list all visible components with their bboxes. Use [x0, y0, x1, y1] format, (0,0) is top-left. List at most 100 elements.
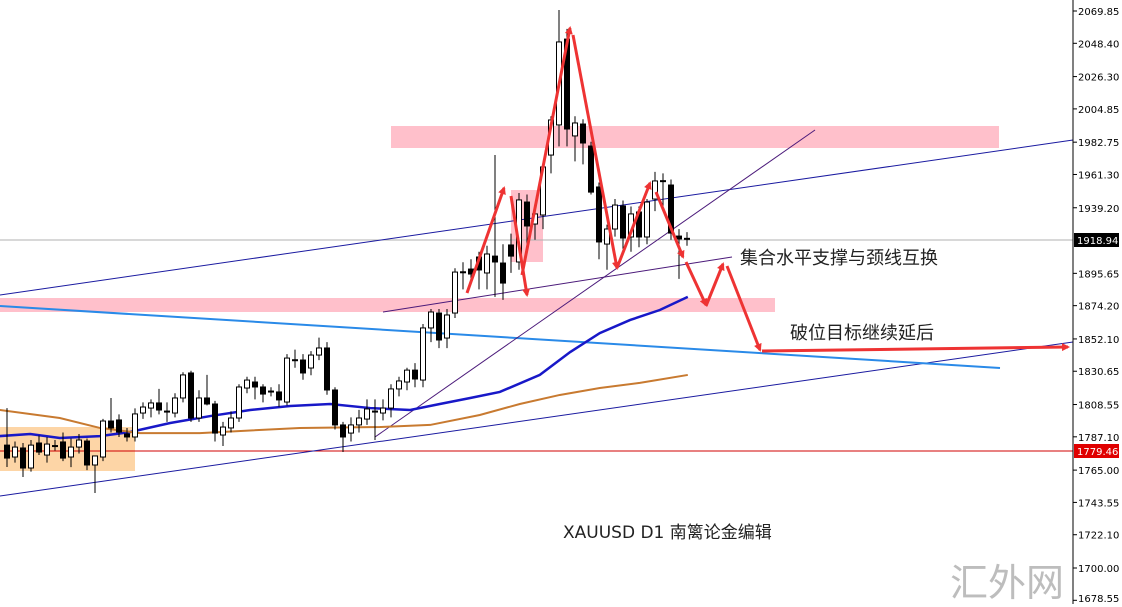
candle-body: [668, 184, 674, 234]
candle-body: [164, 410, 170, 413]
arrow-up-icon: [520, 26, 573, 276]
candle-body: [284, 357, 290, 403]
candle: [460, 262, 466, 290]
arrow-down-icon: [725, 265, 762, 352]
candle: [644, 199, 650, 245]
candle-body: [356, 417, 362, 426]
candle: [500, 244, 506, 300]
candle-body: [148, 402, 154, 409]
candle: [428, 308, 434, 343]
candle: [452, 268, 458, 319]
candle: [212, 400, 218, 442]
candle-body: [644, 201, 650, 238]
arrow-down-icon: [509, 195, 530, 297]
y-tick-label: 2048.40: [1078, 39, 1119, 50]
y-tick-label: 1895.65: [1078, 269, 1119, 280]
candle-body: [76, 439, 82, 448]
candle: [220, 421, 226, 447]
candle-body: [604, 228, 610, 245]
candle-body: [204, 397, 210, 405]
candle-body: [188, 372, 194, 419]
candle-body: [620, 205, 626, 239]
candle-body: [300, 359, 306, 374]
current-price-marker: 1918.94: [1074, 233, 1119, 247]
support-zone: [0, 298, 775, 312]
candle-body: [28, 444, 34, 469]
candle: [28, 439, 34, 472]
candle-body: [116, 419, 122, 433]
candle: [276, 384, 282, 407]
support-price-marker: 1779.46: [1074, 444, 1119, 458]
resistance-zone: [391, 126, 999, 148]
uptrend-line: [374, 129, 816, 438]
candle-body: [100, 420, 106, 458]
arrow-down-icon: [654, 191, 685, 259]
candle-body: [428, 311, 434, 329]
candle: [300, 354, 306, 380]
candle-body: [44, 443, 50, 456]
candle-body: [372, 410, 378, 413]
candle-body: [420, 327, 426, 381]
annotation-support-swap: 集合水平支撑与颈线互换: [740, 248, 938, 269]
candle-body: [580, 123, 586, 144]
candle-body: [4, 444, 10, 459]
y-tick-label: 1830.65: [1078, 367, 1119, 378]
candle: [660, 173, 666, 207]
candle: [188, 370, 194, 422]
candle-body: [92, 455, 98, 466]
candle-body: [156, 402, 162, 411]
candle-body: [180, 374, 186, 399]
candle-body: [172, 397, 178, 414]
current-price-label: 1918.94: [1077, 236, 1118, 247]
candle: [124, 427, 130, 442]
candle-body: [588, 145, 594, 193]
candle: [156, 388, 162, 415]
candle: [356, 409, 362, 433]
candle: [604, 224, 610, 270]
candle-body: [220, 426, 226, 436]
candle-body: [612, 204, 618, 230]
y-tick-label: 1852.10: [1078, 335, 1119, 346]
y-tick-label: 2026.30: [1078, 73, 1119, 84]
candle-body: [124, 433, 130, 438]
watermark: 汇外网: [950, 561, 1065, 605]
candle-body: [276, 391, 282, 401]
candle-body: [348, 424, 354, 434]
neckline: [382, 256, 733, 313]
candle-body: [212, 403, 218, 434]
candle-body: [332, 389, 338, 426]
candle-body: [444, 314, 450, 339]
channel-lower-line: [0, 341, 1074, 497]
candle: [612, 199, 618, 237]
candle-body: [652, 180, 658, 200]
candle-body: [244, 379, 250, 389]
candle: [284, 354, 290, 406]
candle: [20, 443, 26, 478]
candle: [684, 232, 690, 246]
candle-body: [196, 397, 202, 419]
candle-body: [684, 237, 690, 240]
candle-body: [380, 407, 386, 414]
candle-body: [228, 417, 234, 429]
candle-body: [36, 442, 42, 453]
y-tick-label: 1808.55: [1078, 401, 1119, 412]
candle: [268, 387, 274, 397]
candle: [420, 324, 426, 388]
candle-body: [108, 420, 114, 429]
candle-body: [460, 271, 466, 274]
y-tick-label: 2004.85: [1078, 105, 1119, 116]
candle: [148, 399, 154, 418]
candle: [588, 141, 594, 195]
y-tick-label: 1678.55: [1078, 594, 1119, 604]
candle: [340, 421, 346, 453]
candle: [132, 408, 138, 442]
candle-body: [500, 262, 506, 284]
candle-body: [268, 390, 274, 393]
candle: [12, 441, 18, 463]
y-tick-label: 1939.20: [1078, 204, 1119, 215]
candle-body: [396, 380, 402, 390]
candle-body: [252, 381, 258, 388]
candle-body: [292, 359, 298, 362]
candle: [316, 337, 322, 361]
candle-body: [60, 441, 66, 459]
